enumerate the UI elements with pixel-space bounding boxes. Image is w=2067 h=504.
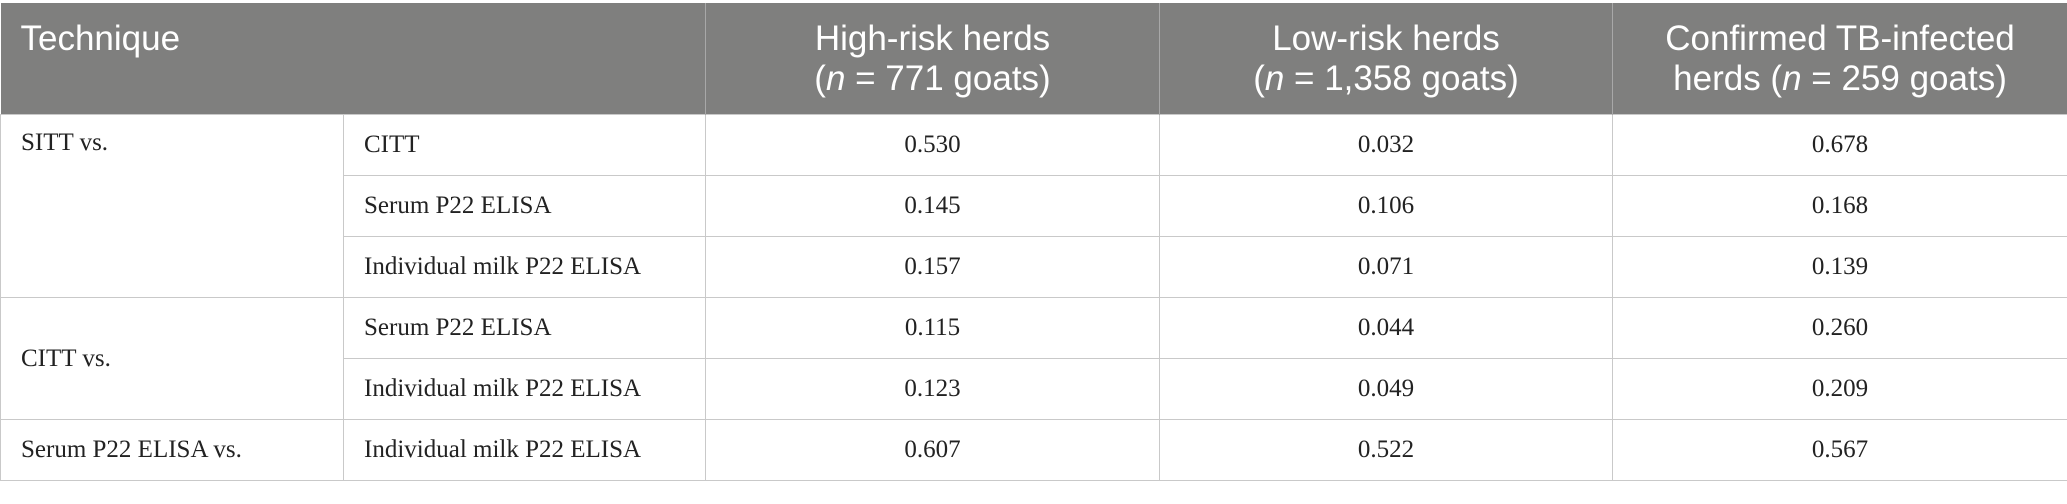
table-header: Technique High-risk herds(n = 771 goats)… bbox=[1, 3, 2067, 115]
value-cell: 0.049 bbox=[1160, 359, 1613, 420]
value-cell: 0.157 bbox=[706, 237, 1160, 298]
comparison-cell: Individual milk P22 ELISA bbox=[344, 237, 706, 298]
group-label: SITT vs. bbox=[1, 115, 344, 298]
value-cell: 0.071 bbox=[1160, 237, 1613, 298]
value-cell: 0.209 bbox=[1613, 359, 2067, 420]
header-text: = 1,358 goats) bbox=[1284, 59, 1518, 98]
header-italic: n bbox=[826, 59, 845, 98]
comparison-cell: Individual milk P22 ELISA bbox=[344, 420, 706, 481]
comparison-cell: Serum P22 ELISA bbox=[344, 176, 706, 237]
value-cell: 0.139 bbox=[1613, 237, 2067, 298]
header-italic: n bbox=[1265, 59, 1284, 98]
header-cell: High-risk herds(n = 771 goats) bbox=[706, 3, 1160, 115]
header-text: ( bbox=[814, 59, 826, 98]
value-cell: 0.678 bbox=[1613, 115, 2067, 176]
header-cell: Low-risk herds(n = 1,358 goats) bbox=[1160, 3, 1613, 115]
header-text: ( bbox=[1253, 59, 1265, 98]
value-cell: 0.168 bbox=[1613, 176, 2067, 237]
results-table: Technique High-risk herds(n = 771 goats)… bbox=[0, 3, 2067, 481]
value-cell: 0.106 bbox=[1160, 176, 1613, 237]
group-label: CITT vs. bbox=[1, 298, 344, 420]
value-cell: 0.044 bbox=[1160, 298, 1613, 359]
header-row: Technique High-risk herds(n = 771 goats)… bbox=[1, 3, 2067, 115]
page: Technique High-risk herds(n = 771 goats)… bbox=[0, 3, 2067, 504]
header-text: = 259 goats) bbox=[1802, 59, 2007, 98]
value-cell: 0.530 bbox=[706, 115, 1160, 176]
value-cell: 0.567 bbox=[1613, 420, 2067, 481]
header-line: Confirmed TB-infected bbox=[1665, 19, 2015, 58]
value-cell: 0.607 bbox=[706, 420, 1160, 481]
value-cell: 0.032 bbox=[1160, 115, 1613, 176]
header-cell: Technique bbox=[1, 3, 706, 115]
comparison-cell: Individual milk P22 ELISA bbox=[344, 359, 706, 420]
value-cell: 0.145 bbox=[706, 176, 1160, 237]
value-cell: 0.522 bbox=[1160, 420, 1613, 481]
comparison-cell: Serum P22 ELISA bbox=[344, 298, 706, 359]
value-cell: 0.123 bbox=[706, 359, 1160, 420]
group-label: Serum P22 ELISA vs. bbox=[1, 420, 344, 481]
header-text: herds ( bbox=[1673, 59, 1782, 98]
header-italic: n bbox=[1782, 59, 1801, 98]
header-line: Low-risk herds bbox=[1272, 19, 1500, 58]
value-cell: 0.115 bbox=[706, 298, 1160, 359]
value-cell: 0.260 bbox=[1613, 298, 2067, 359]
table-row: Serum P22 ELISA vs.Individual milk P22 E… bbox=[1, 420, 2067, 481]
header-line: High-risk herds bbox=[815, 19, 1050, 58]
header-text: = 771 goats) bbox=[845, 59, 1050, 98]
comparison-cell: CITT bbox=[344, 115, 706, 176]
